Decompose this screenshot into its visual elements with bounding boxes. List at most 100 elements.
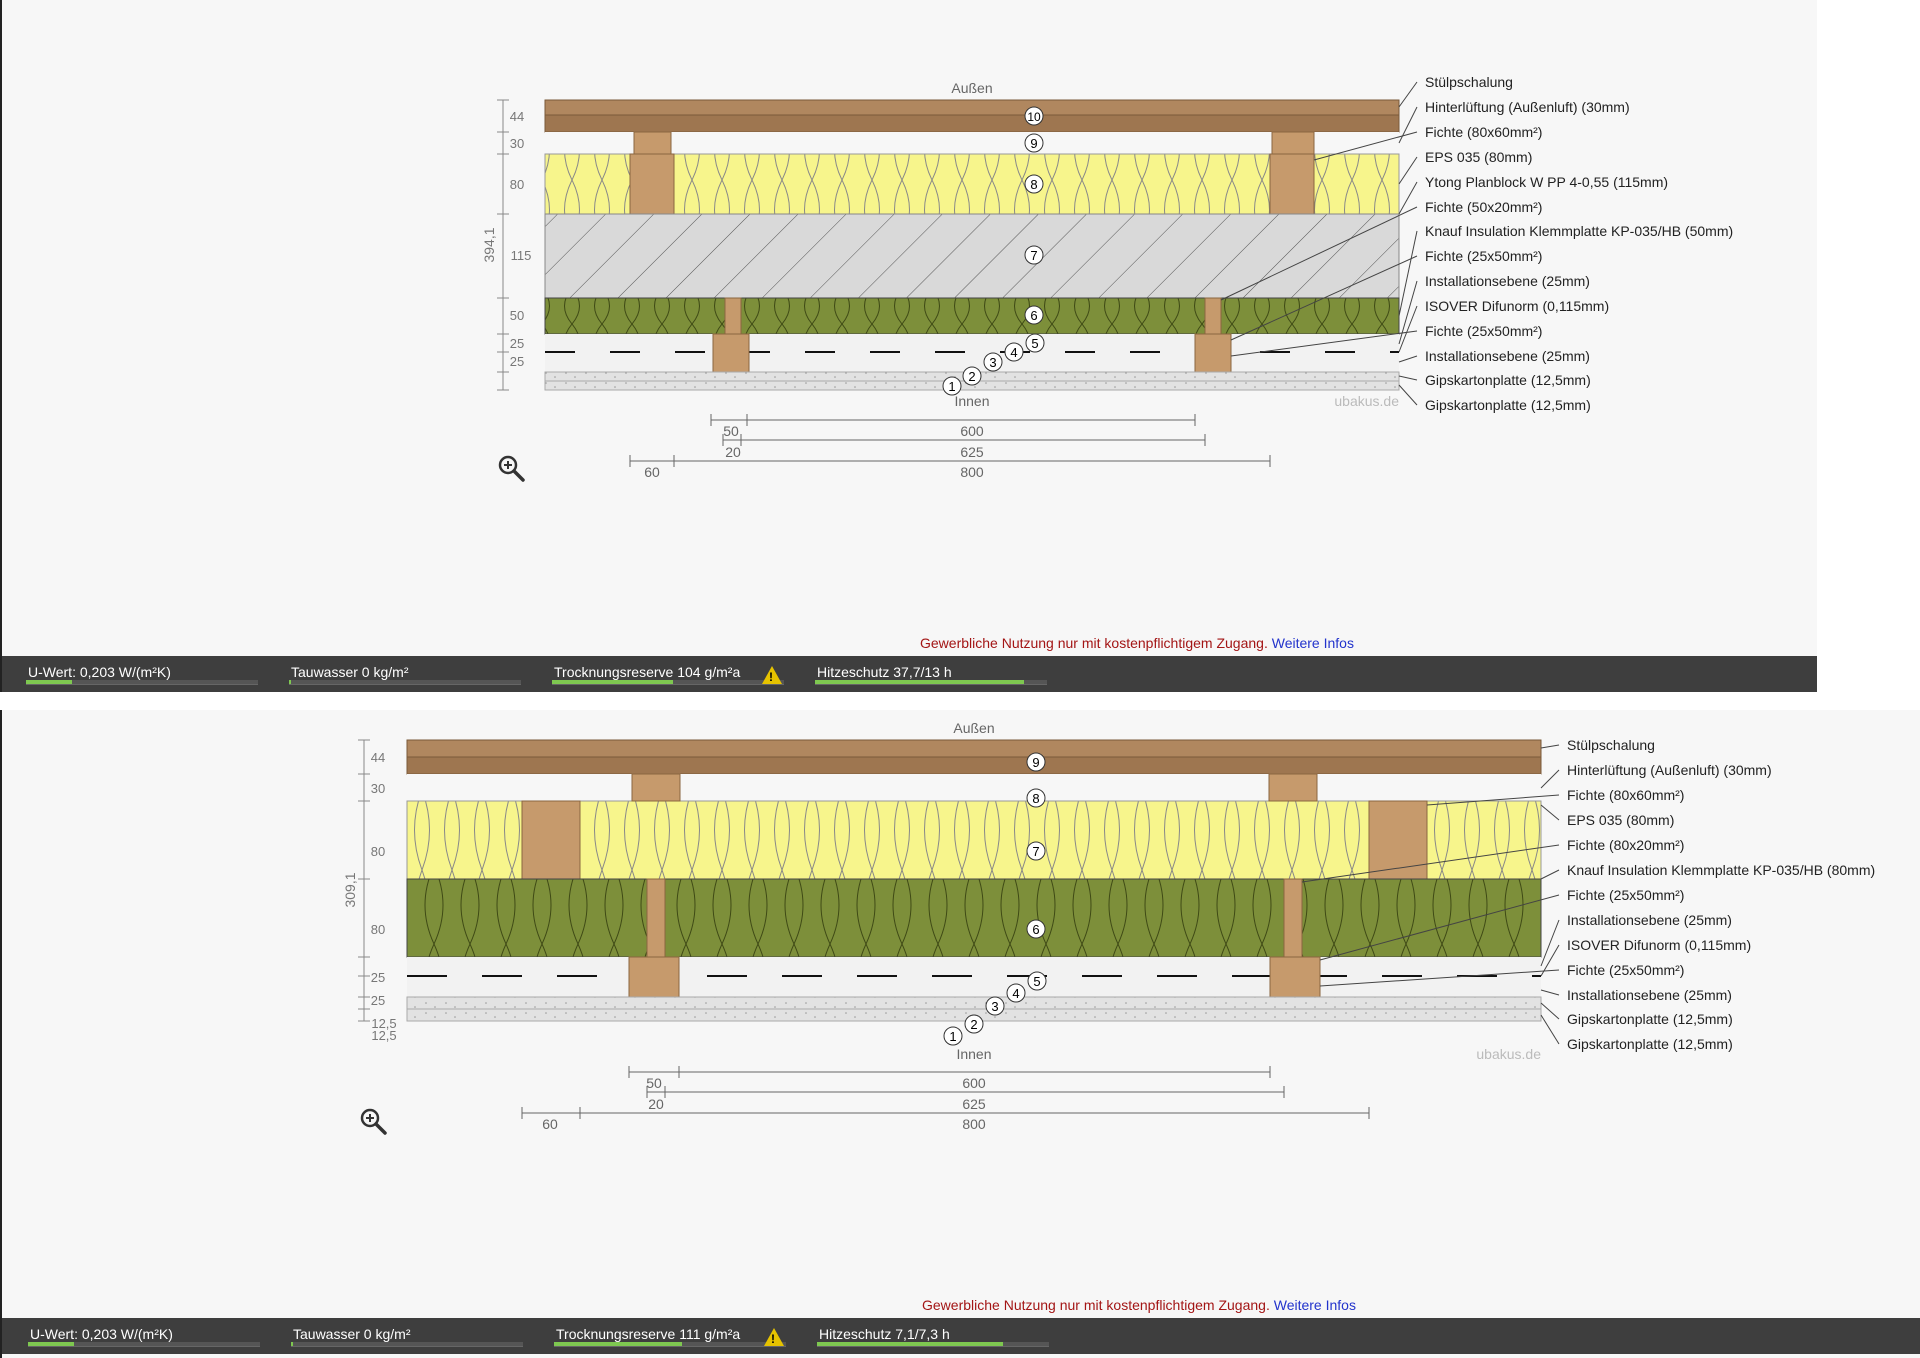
- u-value-bar: [28, 1342, 260, 1347]
- dim-label: 12,5: [371, 1028, 396, 1043]
- dim-label: 25: [371, 970, 385, 985]
- u-value-fill: [26, 680, 73, 684]
- layer-number: 9: [1030, 136, 1037, 151]
- layer-number: 1: [949, 1029, 956, 1044]
- u-value-indicator[interactable]: U-Wert: 0,203 W/(m²K): [26, 662, 258, 688]
- drying-reserve-label: Trocknungsreserve 111 g/m²a: [556, 1326, 741, 1342]
- dim-label: 80: [371, 922, 385, 937]
- layer-label: Fichte (25x50mm²): [1425, 323, 1542, 339]
- wall-panel-2: Außen Innen ubakus.de: [0, 710, 1920, 1358]
- spacing-label: 625: [960, 444, 984, 460]
- condensation-bar: [289, 680, 521, 685]
- condensation-indicator[interactable]: Tauwasser 0 kg/m²: [289, 662, 521, 688]
- more-info-link[interactable]: Weitere Infos: [1271, 635, 1354, 651]
- layer-label: Installationsebene (25mm): [1567, 987, 1732, 1003]
- inside-label: Innen: [954, 393, 989, 409]
- layer-label: Fichte (25x50mm²): [1567, 962, 1684, 978]
- layer-number: 6: [1030, 308, 1037, 323]
- layer-number: 8: [1030, 177, 1037, 192]
- spacing-label: 600: [962, 1075, 986, 1091]
- heat-protection-bar: [815, 680, 1047, 685]
- layer-label: Installationsebene (25mm): [1425, 273, 1590, 289]
- dim-label: 30: [371, 781, 385, 796]
- heat-protection-indicator[interactable]: Hitzeschutz 7,1/7,3 h: [817, 1324, 1049, 1350]
- condensation-fill: [289, 680, 292, 684]
- condensation-indicator[interactable]: Tauwasser 0 kg/m²: [291, 1324, 523, 1350]
- layer-label: Installationsebene (25mm): [1425, 348, 1590, 364]
- wall-section-diagram-2: Außen Innen ubakus.de: [342, 720, 1875, 1132]
- drying-reserve-fill: [552, 680, 673, 684]
- layer-number: 3: [989, 355, 996, 370]
- condensation-label: Tauwasser 0 kg/m²: [291, 664, 409, 680]
- zoom-in-icon[interactable]: [358, 1106, 388, 1136]
- outside-label: Außen: [951, 80, 992, 96]
- u-value-fill: [28, 1342, 75, 1346]
- warning-icon[interactable]: !: [764, 1328, 784, 1346]
- drying-reserve-fill: [554, 1342, 682, 1346]
- spacing-label: 20: [648, 1096, 664, 1112]
- layer-label: Fichte (25x50mm²): [1425, 248, 1542, 264]
- watermark: ubakus.de: [1334, 393, 1399, 409]
- layer-number: 8: [1032, 791, 1039, 806]
- dim-label: 80: [371, 844, 385, 859]
- drying-reserve-bar: [554, 1342, 786, 1347]
- layer-number: 1: [948, 379, 955, 394]
- layer-number: 2: [968, 369, 975, 384]
- layer-label: Installationsebene (25mm): [1567, 912, 1732, 928]
- layer-label: Gipskartonplatte (12,5mm): [1425, 372, 1591, 388]
- status-bar: U-Wert: 0,203 W/(m²K) Tauwasser 0 kg/m² …: [2, 656, 1817, 692]
- drying-reserve-label: Trocknungsreserve 104 g/m²a: [554, 664, 741, 680]
- layer-number: 7: [1032, 844, 1039, 859]
- total-thickness: 309,1: [342, 872, 358, 907]
- layer-label: Knauf Insulation Klemmplatte KP-035/HB (…: [1425, 223, 1733, 239]
- layer-number: 3: [991, 999, 998, 1014]
- condensation-fill: [291, 1342, 294, 1346]
- heat-protection-fill: [815, 680, 1024, 684]
- spacing-label: 20: [725, 444, 741, 460]
- heat-protection-fill: [817, 1342, 1003, 1346]
- more-info-link[interactable]: Weitere Infos: [1273, 1297, 1356, 1313]
- status-bar: U-Wert: 0,203 W/(m²K) Tauwasser 0 kg/m² …: [2, 1318, 1920, 1354]
- condensation-bar: [291, 1342, 523, 1347]
- layer-label: ISOVER Difunorm (0,115mm): [1567, 937, 1751, 953]
- heat-protection-label: Hitzeschutz 37,7/13 h: [817, 664, 952, 680]
- dim-label: 12,5: [371, 1016, 396, 1031]
- spacing-label: 50: [646, 1075, 662, 1091]
- spacing-label: 60: [542, 1116, 558, 1132]
- condensation-label: Tauwasser 0 kg/m²: [293, 1326, 411, 1342]
- drying-reserve-indicator[interactable]: Trocknungsreserve 104 g/m²a: [552, 662, 784, 688]
- spacing-label: 625: [962, 1096, 986, 1112]
- layer-label: ISOVER Difunorm (0,115mm): [1425, 298, 1609, 314]
- layer-label: EPS 035 (80mm): [1425, 149, 1532, 165]
- layer-label: Fichte (80x20mm²): [1567, 837, 1684, 853]
- dim-label: 30: [510, 136, 524, 151]
- heat-protection-indicator[interactable]: Hitzeschutz 37,7/13 h: [815, 662, 1047, 688]
- commercial-notice: Gewerbliche Nutzung nur mit kostenpflich…: [922, 1297, 1356, 1313]
- layer-number: 4: [1010, 345, 1017, 360]
- layer-number: 6: [1032, 922, 1039, 937]
- dim-label: 44: [510, 109, 524, 124]
- warning-icon[interactable]: !: [762, 666, 782, 684]
- heat-protection-label: Hitzeschutz 7,1/7,3 h: [819, 1326, 950, 1342]
- layer-label: Gipskartonplatte (12,5mm): [1567, 1011, 1733, 1027]
- spacing-label: 800: [962, 1116, 986, 1132]
- notice-text: Gewerbliche Nutzung nur mit kostenpflich…: [920, 635, 1268, 651]
- dim-label: 44: [371, 750, 385, 765]
- dim-label: 25: [371, 993, 385, 1008]
- spacing-label: 600: [960, 423, 984, 439]
- outside-label: Außen: [953, 720, 994, 736]
- spacing-label: 800: [960, 464, 984, 480]
- u-value-indicator[interactable]: U-Wert: 0,203 W/(m²K): [28, 1324, 260, 1350]
- dim-label: 25: [510, 336, 524, 351]
- watermark: ubakus.de: [1476, 1046, 1541, 1062]
- layer-number: 5: [1033, 974, 1040, 989]
- drying-reserve-indicator[interactable]: Trocknungsreserve 111 g/m²a: [554, 1324, 786, 1350]
- heat-protection-bar: [817, 1342, 1049, 1347]
- notice-text: Gewerbliche Nutzung nur mit kostenpflich…: [922, 1297, 1270, 1313]
- spacing-label: 50: [723, 423, 739, 439]
- zoom-in-icon[interactable]: [496, 453, 526, 483]
- spacing-label: 60: [644, 464, 660, 480]
- layer-label: Fichte (25x50mm²): [1567, 887, 1684, 903]
- layer-number: 9: [1032, 755, 1039, 770]
- total-thickness: 394,1: [481, 227, 497, 262]
